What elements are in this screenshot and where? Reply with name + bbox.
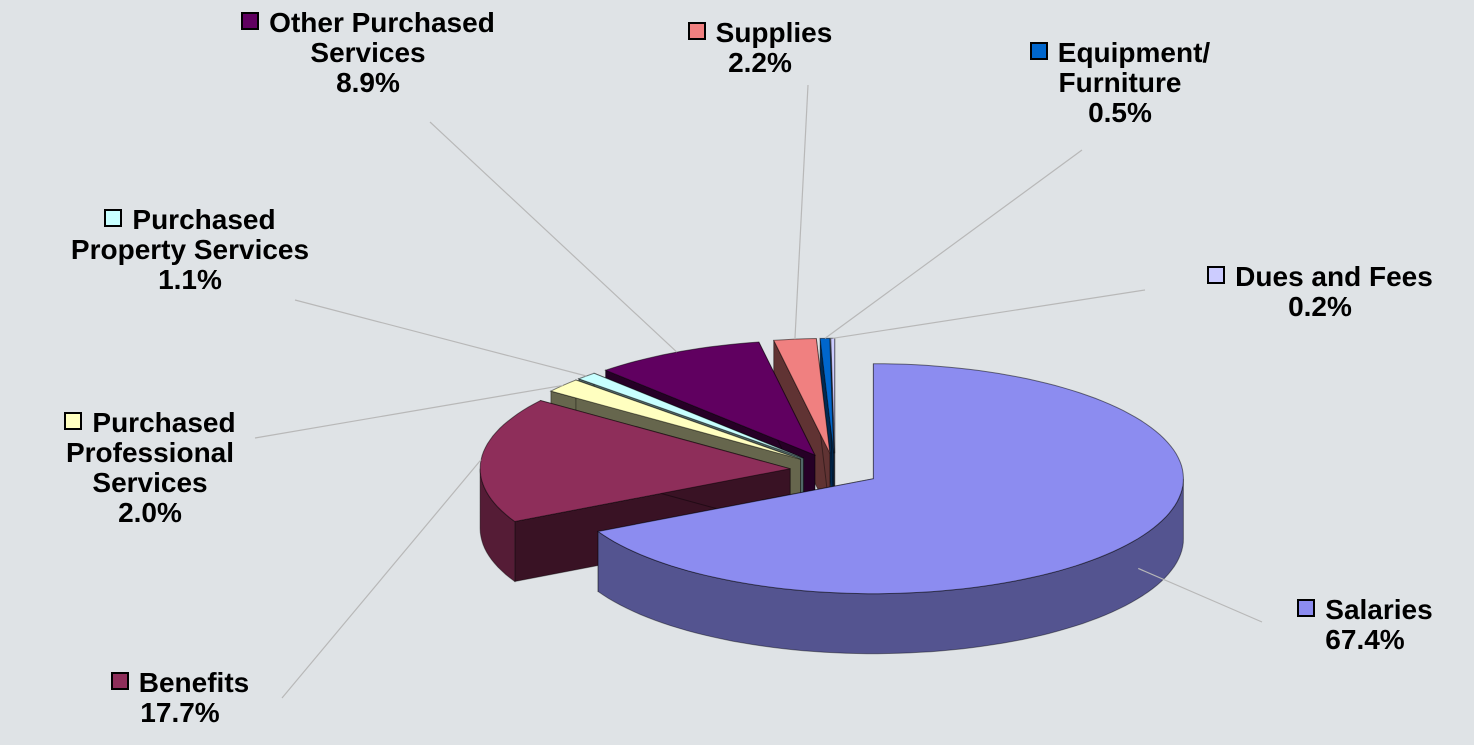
value-label: 1.1%: [158, 264, 222, 295]
leader-line: [794, 84, 809, 340]
legend-swatch: [687, 22, 706, 40]
category-label: Salaries: [1325, 594, 1433, 625]
legend-swatch: [110, 672, 129, 690]
data-label: Equipment/ Furniture 0.5%: [995, 38, 1245, 128]
data-label: Purchased Property Services 1.1%: [50, 205, 330, 295]
slice: [596, 363, 1184, 595]
leader-line: [832, 289, 1146, 339]
slice: [577, 372, 804, 459]
category-label: Benefits: [138, 667, 250, 698]
value-label: 2.0%: [118, 497, 182, 528]
legend-swatch: [1297, 599, 1316, 617]
value-label: 17.7%: [140, 697, 220, 728]
category-label: Supplies: [715, 17, 833, 48]
data-label: Supplies 2.2%: [660, 18, 860, 78]
leader-line: [294, 299, 587, 377]
legend-swatch: [1029, 42, 1048, 60]
value-label: 8.9%: [336, 67, 400, 98]
category-label: Equipment/ Furniture: [1057, 37, 1211, 98]
data-label: Benefits 17.7%: [60, 668, 300, 728]
leader-line: [1138, 567, 1263, 623]
slice: [549, 379, 801, 460]
category-label: Other Purchased Services: [269, 7, 495, 68]
leader-line: [254, 384, 563, 439]
data-label: Other Purchased Services 8.9%: [193, 8, 543, 98]
legend-swatch: [104, 209, 123, 227]
category-label: Purchased Professional Services: [65, 407, 236, 498]
legend-swatch: [1207, 266, 1226, 284]
leader-line: [429, 121, 678, 353]
legend-swatch: [64, 412, 83, 430]
data-label: Salaries 67.4%: [1265, 595, 1465, 655]
leader-line: [824, 149, 1083, 339]
legend-swatch: [241, 12, 260, 30]
value-label: 0.5%: [1088, 97, 1152, 128]
category-label: Purchased Property Services: [70, 204, 310, 265]
data-label: Dues and Fees 0.2%: [1165, 262, 1474, 322]
slice: [604, 341, 816, 457]
data-label: Purchased Professional Services 2.0%: [10, 408, 290, 528]
leader-line: [281, 459, 482, 699]
value-label: 0.2%: [1288, 291, 1352, 322]
category-label: Dues and Fees: [1235, 261, 1433, 292]
value-label: 67.4%: [1325, 624, 1405, 655]
value-label: 2.2%: [728, 47, 792, 78]
